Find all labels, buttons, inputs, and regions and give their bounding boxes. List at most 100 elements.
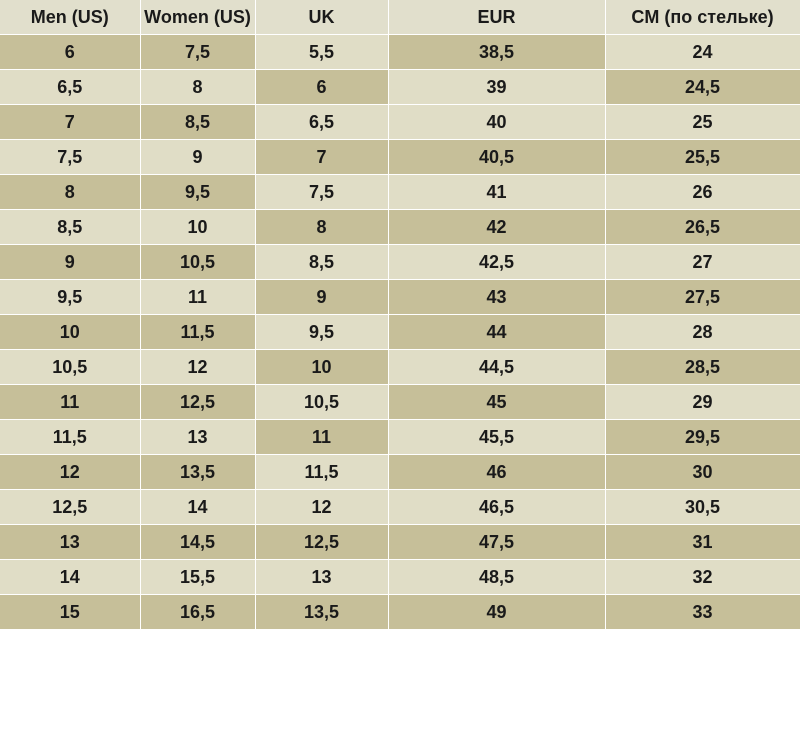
cell-men-us: 6 bbox=[0, 34, 141, 70]
table-row: 9 10,5 8,5 42,5 27 bbox=[0, 244, 800, 280]
table-row: 15 16,5 13,5 49 33 bbox=[0, 594, 800, 630]
cell-cm-insole: 28 bbox=[605, 314, 800, 350]
cell-uk: 5,5 bbox=[255, 34, 389, 70]
cell-cm-insole: 29,5 bbox=[605, 419, 800, 455]
cell-men-us: 9,5 bbox=[0, 279, 141, 315]
cell-women-us: 9,5 bbox=[140, 174, 256, 210]
cell-cm-insole: 30,5 bbox=[605, 489, 800, 525]
table-row: 6 7,5 5,5 38,5 24 bbox=[0, 34, 800, 70]
table-row: 7,5 9 7 40,5 25,5 bbox=[0, 139, 800, 175]
cell-cm-insole: 30 bbox=[605, 454, 800, 490]
cell-cm-insole: 24 bbox=[605, 34, 800, 70]
cell-women-us: 12,5 bbox=[140, 384, 256, 420]
cell-cm-insole: 26,5 bbox=[605, 209, 800, 245]
table-row: 12 13,5 11,5 46 30 bbox=[0, 454, 800, 490]
cell-uk: 13 bbox=[255, 559, 389, 595]
cell-uk: 10 bbox=[255, 349, 389, 385]
cell-men-us: 15 bbox=[0, 594, 141, 630]
cell-women-us: 8 bbox=[140, 69, 256, 105]
cell-men-us: 8 bbox=[0, 174, 141, 210]
cell-men-us: 10,5 bbox=[0, 349, 141, 385]
cell-cm-insole: 26 bbox=[605, 174, 800, 210]
cell-uk: 7 bbox=[255, 139, 389, 175]
cell-eur: 45,5 bbox=[388, 419, 606, 455]
cell-uk: 11 bbox=[255, 419, 389, 455]
table-row: 8 9,5 7,5 41 26 bbox=[0, 174, 800, 210]
cell-women-us: 10,5 bbox=[140, 244, 256, 280]
table-row: 11,5 13 11 45,5 29,5 bbox=[0, 419, 800, 455]
cell-women-us: 13,5 bbox=[140, 454, 256, 490]
table-row: 7 8,5 6,5 40 25 bbox=[0, 104, 800, 140]
cell-men-us: 13 bbox=[0, 524, 141, 560]
header-cm-insole: CM (по стельке) bbox=[605, 0, 800, 35]
cell-cm-insole: 29 bbox=[605, 384, 800, 420]
table-row: 13 14,5 12,5 47,5 31 bbox=[0, 524, 800, 560]
cell-cm-insole: 33 bbox=[605, 594, 800, 630]
cell-men-us: 11 bbox=[0, 384, 141, 420]
cell-cm-insole: 25,5 bbox=[605, 139, 800, 175]
cell-eur: 47,5 bbox=[388, 524, 606, 560]
cell-men-us: 10 bbox=[0, 314, 141, 350]
cell-women-us: 15,5 bbox=[140, 559, 256, 595]
table-row: 10 11,5 9,5 44 28 bbox=[0, 314, 800, 350]
cell-women-us: 12 bbox=[140, 349, 256, 385]
cell-eur: 45 bbox=[388, 384, 606, 420]
size-chart-table: Men (US) Women (US) UK EUR CM (по стельк… bbox=[0, 0, 800, 630]
cell-uk: 6 bbox=[255, 69, 389, 105]
cell-cm-insole: 31 bbox=[605, 524, 800, 560]
cell-women-us: 14 bbox=[140, 489, 256, 525]
cell-eur: 40,5 bbox=[388, 139, 606, 175]
table-row: 6,5 8 6 39 24,5 bbox=[0, 69, 800, 105]
table-row: 11 12,5 10,5 45 29 bbox=[0, 384, 800, 420]
cell-women-us: 8,5 bbox=[140, 104, 256, 140]
cell-men-us: 14 bbox=[0, 559, 141, 595]
cell-women-us: 7,5 bbox=[140, 34, 256, 70]
table-row: 12,5 14 12 46,5 30,5 bbox=[0, 489, 800, 525]
cell-uk: 9 bbox=[255, 279, 389, 315]
table-row: 8,5 10 8 42 26,5 bbox=[0, 209, 800, 245]
cell-cm-insole: 27 bbox=[605, 244, 800, 280]
cell-men-us: 8,5 bbox=[0, 209, 141, 245]
cell-cm-insole: 28,5 bbox=[605, 349, 800, 385]
cell-eur: 46 bbox=[388, 454, 606, 490]
cell-men-us: 7 bbox=[0, 104, 141, 140]
cell-eur: 41 bbox=[388, 174, 606, 210]
cell-women-us: 11,5 bbox=[140, 314, 256, 350]
cell-uk: 12,5 bbox=[255, 524, 389, 560]
cell-eur: 46,5 bbox=[388, 489, 606, 525]
header-women-us: Women (US) bbox=[140, 0, 256, 35]
cell-eur: 38,5 bbox=[388, 34, 606, 70]
cell-eur: 44,5 bbox=[388, 349, 606, 385]
header-uk: UK bbox=[255, 0, 389, 35]
cell-men-us: 11,5 bbox=[0, 419, 141, 455]
cell-uk: 9,5 bbox=[255, 314, 389, 350]
cell-men-us: 9 bbox=[0, 244, 141, 280]
header-row: Men (US) Women (US) UK EUR CM (по стельк… bbox=[0, 0, 800, 35]
table-row: 10,5 12 10 44,5 28,5 bbox=[0, 349, 800, 385]
cell-uk: 8 bbox=[255, 209, 389, 245]
cell-eur: 39 bbox=[388, 69, 606, 105]
cell-women-us: 10 bbox=[140, 209, 256, 245]
cell-uk: 11,5 bbox=[255, 454, 389, 490]
cell-eur: 43 bbox=[388, 279, 606, 315]
cell-uk: 10,5 bbox=[255, 384, 389, 420]
table-row: 9,5 11 9 43 27,5 bbox=[0, 279, 800, 315]
cell-eur: 49 bbox=[388, 594, 606, 630]
header-eur: EUR bbox=[388, 0, 606, 35]
cell-cm-insole: 32 bbox=[605, 559, 800, 595]
cell-uk: 8,5 bbox=[255, 244, 389, 280]
cell-cm-insole: 24,5 bbox=[605, 69, 800, 105]
cell-eur: 42,5 bbox=[388, 244, 606, 280]
cell-women-us: 16,5 bbox=[140, 594, 256, 630]
cell-cm-insole: 25 bbox=[605, 104, 800, 140]
cell-men-us: 6,5 bbox=[0, 69, 141, 105]
cell-women-us: 11 bbox=[140, 279, 256, 315]
cell-women-us: 9 bbox=[140, 139, 256, 175]
cell-uk: 13,5 bbox=[255, 594, 389, 630]
table-row: 14 15,5 13 48,5 32 bbox=[0, 559, 800, 595]
cell-cm-insole: 27,5 bbox=[605, 279, 800, 315]
cell-eur: 44 bbox=[388, 314, 606, 350]
cell-men-us: 7,5 bbox=[0, 139, 141, 175]
cell-uk: 6,5 bbox=[255, 104, 389, 140]
header-men-us: Men (US) bbox=[0, 0, 141, 35]
